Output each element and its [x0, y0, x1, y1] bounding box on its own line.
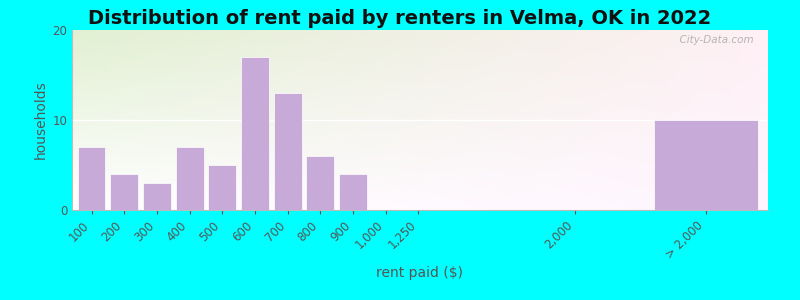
Bar [209, 165, 236, 210]
X-axis label: rent paid ($): rent paid ($) [377, 266, 463, 280]
Text: Distribution of rent paid by renters in Velma, OK in 2022: Distribution of rent paid by renters in … [88, 9, 712, 28]
Bar [176, 147, 203, 210]
Bar [306, 156, 334, 210]
Y-axis label: households: households [34, 81, 48, 159]
Bar [143, 183, 171, 210]
Bar [339, 174, 367, 210]
Bar [110, 174, 138, 210]
Bar [654, 120, 758, 210]
Text: City-Data.com: City-Data.com [674, 35, 754, 45]
Bar [241, 57, 269, 210]
Bar [78, 147, 106, 210]
Bar [274, 93, 302, 210]
